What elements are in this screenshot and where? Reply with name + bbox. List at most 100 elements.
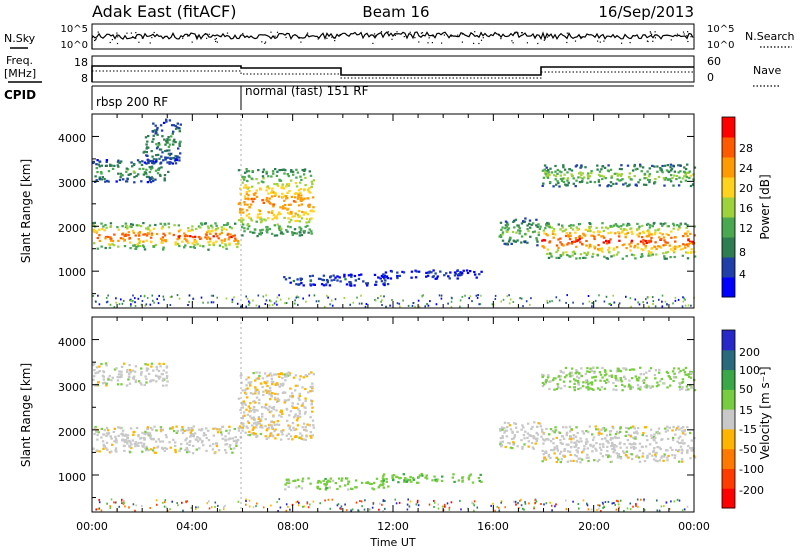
colorbar-swatch-0 <box>722 277 735 298</box>
velocity-cell-band-1 <box>237 397 241 400</box>
power-cell-band-3 <box>164 149 167 153</box>
power-cell-band-8 <box>645 183 648 186</box>
power-cell-clutter <box>411 304 414 307</box>
velocity-cell-band-1 <box>242 415 245 418</box>
power-cell-band-5 <box>466 271 470 275</box>
power-cell-band-7 <box>686 251 689 254</box>
velocity-cell-clutter <box>163 505 166 508</box>
power-cell-band-0 <box>228 242 231 245</box>
velocity-cell-band-1 <box>269 372 272 375</box>
power-cell-band-1 <box>308 187 311 190</box>
velocity-cell-clutter <box>186 500 188 503</box>
power-cell-band-5 <box>382 273 385 276</box>
power-cell-band-0 <box>98 228 101 231</box>
power-cell-band-7 <box>630 241 633 244</box>
power-cell-clutter <box>440 294 443 297</box>
velocity-cell-band-6 <box>632 446 635 449</box>
velocity-cell-band-1 <box>294 384 298 387</box>
nsearch-point <box>403 36 405 38</box>
velocity-cell-band-6 <box>689 447 692 450</box>
power-cell-band-6 <box>501 231 505 234</box>
power-cell-band-1 <box>274 192 277 195</box>
power-cell-band-7 <box>659 222 662 225</box>
velocity-cell-band-6 <box>597 428 600 431</box>
power-cell-band-0 <box>196 243 199 246</box>
nsearch-point <box>534 36 536 38</box>
power-cell-band-7 <box>674 247 677 251</box>
power-cell-band-7 <box>678 226 681 229</box>
power-cell-band-7 <box>682 235 685 238</box>
power-cell-clutter <box>468 297 470 300</box>
power-cell-band-7 <box>565 232 568 235</box>
power-cell-band-4 <box>349 282 353 285</box>
power-cell-band-0 <box>150 233 154 236</box>
power-cell-clutter <box>461 295 464 298</box>
velocity-cell-band-6 <box>680 458 684 461</box>
power-cell-band-7 <box>642 243 645 246</box>
power-cell-clutter <box>417 299 420 302</box>
velocity-cell-clutter <box>643 499 645 502</box>
power-cell-band-5 <box>430 271 433 274</box>
power-cell-band-7 <box>628 223 631 227</box>
velocity-cell-band-0 <box>204 433 207 437</box>
velocity-heatmap-cells <box>92 362 697 512</box>
velocity-cell-band-6 <box>645 434 648 438</box>
power-frame <box>91 113 695 309</box>
power-cell-band-0 <box>225 223 228 226</box>
power-cell-band-8 <box>656 170 659 173</box>
velocity-cell-band-6 <box>671 448 674 452</box>
power-cell-band-8 <box>575 164 579 167</box>
power-cell-band-7 <box>638 225 641 228</box>
velocity-cell-band-6 <box>681 439 684 442</box>
power-cell-band-1 <box>243 195 247 198</box>
velocity-cell-band-6 <box>606 440 609 443</box>
power-cell-clutter <box>113 306 116 308</box>
power-cell-band-2 <box>120 173 123 177</box>
power-cell-band-7 <box>682 243 685 246</box>
velocity-cell-band-6 <box>585 438 588 441</box>
velocity-cell-band-1 <box>291 422 295 425</box>
velocity-cell-clutter <box>355 501 358 504</box>
velocity-cell-band-6 <box>543 456 546 459</box>
velocity-cell-band-1 <box>276 382 279 385</box>
velocity-cell-band-7 <box>681 385 684 389</box>
power-cell-band-2 <box>142 167 145 170</box>
velocity-cell-band-6 <box>541 460 544 463</box>
nsearch-point <box>431 42 433 44</box>
power-cell-band-1 <box>263 218 266 221</box>
power-cell-band-7 <box>546 252 549 255</box>
velocity-cell-band-7 <box>672 367 676 370</box>
power-cell-band-4 <box>324 284 328 287</box>
velocity-cell-band-6 <box>663 455 666 458</box>
velocity-cell-band-6 <box>674 448 678 452</box>
velocity-cell-clutter <box>676 498 679 501</box>
velocity-cell-clutter <box>245 498 247 501</box>
velocity-cell-band-4 <box>399 476 402 480</box>
velocity-cell-band-5 <box>510 437 514 441</box>
power-cell-band-1 <box>306 188 310 191</box>
velocity-cell-band-1 <box>312 373 316 376</box>
power-cell-band-7 <box>629 245 632 248</box>
velocity-cell-band-6 <box>669 446 672 449</box>
velocity-cell-band-5 <box>512 443 515 446</box>
velocity-cell-band-1 <box>252 427 255 430</box>
velocity-cell-band-0 <box>124 440 127 444</box>
power-cell-band-7 <box>681 247 684 250</box>
power-cell-band-3 <box>160 129 164 132</box>
velocity-cell-band-7 <box>560 370 563 374</box>
velocity-cell-band-7 <box>668 376 671 379</box>
velocity-cell-band-7 <box>604 370 607 373</box>
velocity-cell-band-1 <box>297 397 300 400</box>
power-cell-band-1 <box>238 201 242 204</box>
power-cell-clutter <box>118 303 121 306</box>
velocity-cell-band-7 <box>645 376 648 379</box>
power-cell-band-8 <box>597 173 601 176</box>
velocity-cell-band-6 <box>655 441 658 444</box>
velocity-cell-band-3 <box>368 482 372 485</box>
power-cell-band-4 <box>336 275 339 278</box>
velocity-cell-band-0 <box>186 448 189 451</box>
power-cell-band-1 <box>244 171 247 174</box>
velocity-cell-band-7 <box>665 370 669 373</box>
velocity-cell-band-6 <box>583 447 586 450</box>
power-cell-clutter <box>646 301 648 304</box>
